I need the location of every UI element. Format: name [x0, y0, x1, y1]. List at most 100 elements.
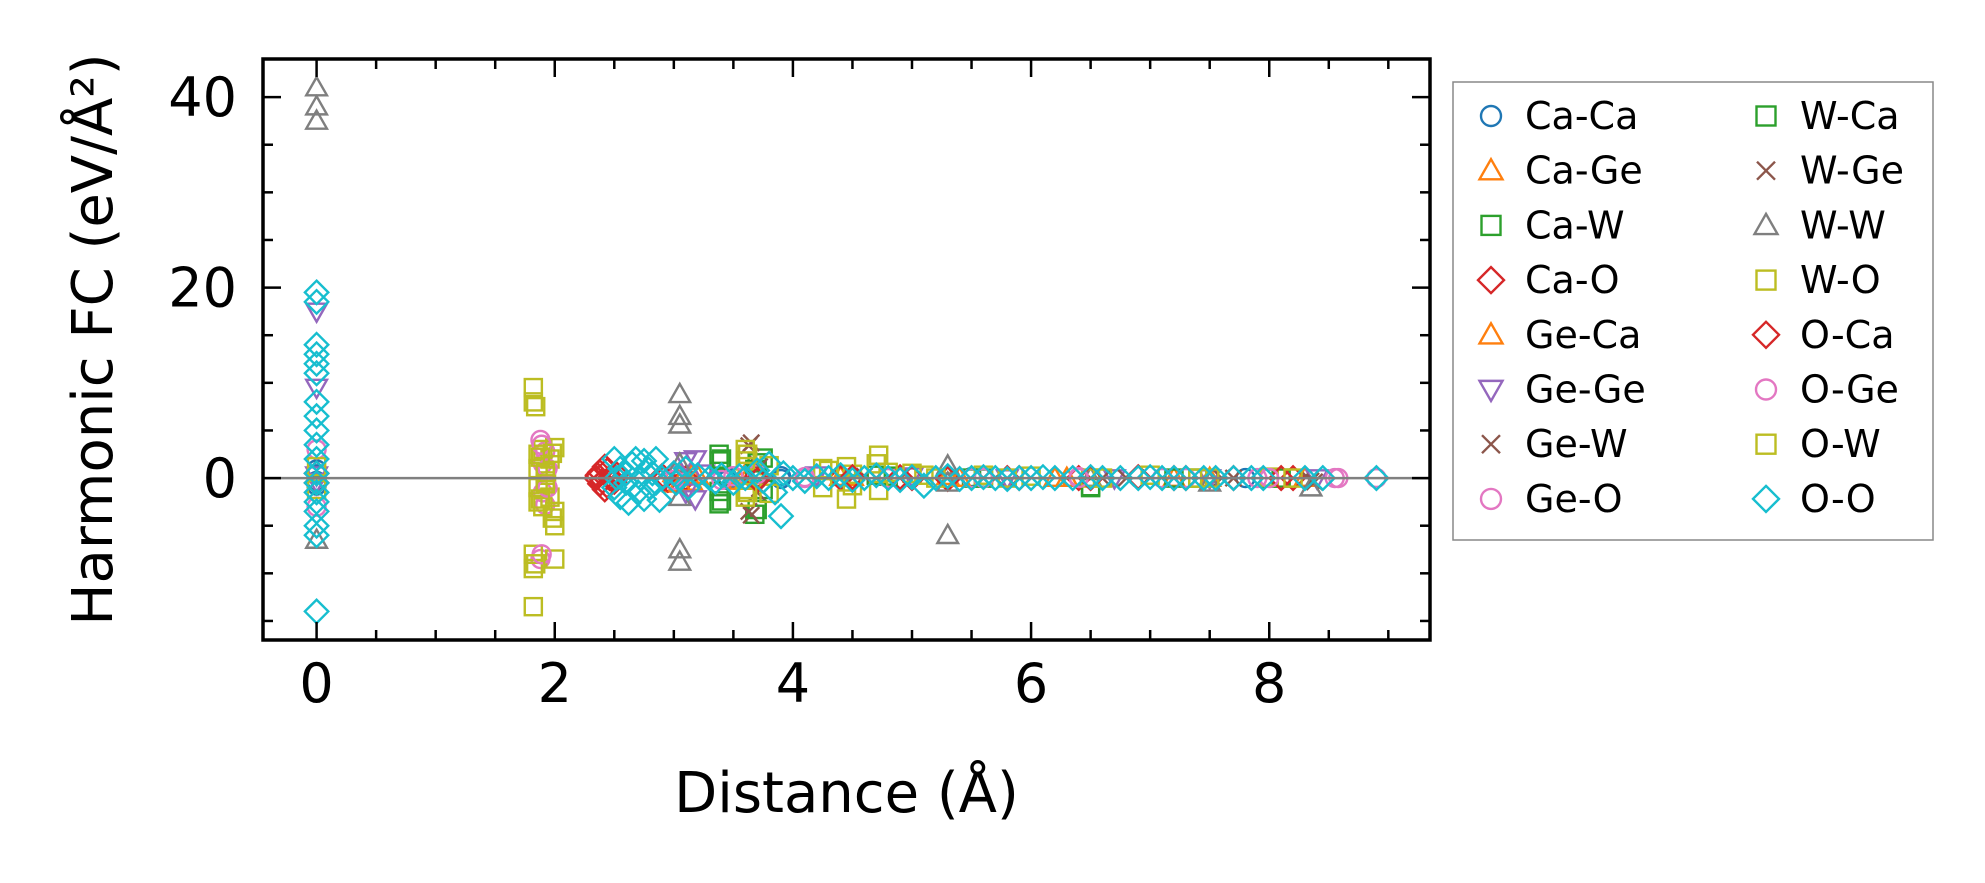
x-tick-label: 2: [538, 652, 572, 715]
legend-label: W-Ca: [1800, 94, 1900, 138]
data-point: [1220, 464, 1247, 492]
data-point: [910, 472, 938, 500]
data-point: [1077, 463, 1105, 491]
data-point: [947, 465, 973, 488]
data-point: [304, 93, 330, 116]
data-point: [525, 554, 546, 574]
legend-marker: [1755, 105, 1777, 127]
data-point: [1017, 464, 1045, 492]
legend-entry: Ge-W: [1481, 422, 1628, 466]
data-point: [304, 378, 330, 401]
data-point: [850, 464, 878, 492]
data-point: [709, 494, 729, 514]
legend-entry: Ca-O: [1476, 258, 1620, 302]
data-point: [667, 536, 693, 559]
data-point: [1136, 463, 1164, 491]
data-point: [1041, 464, 1069, 492]
legend-entry: W-W: [1752, 203, 1886, 247]
y-tick-label: 40: [168, 66, 237, 129]
legend-label: O-W: [1800, 422, 1881, 466]
legend-marker: [1476, 265, 1506, 295]
data-point: [303, 402, 330, 430]
data-point: [839, 463, 866, 491]
data-point: [735, 439, 756, 460]
data-point: [303, 521, 330, 549]
legend-marker: [1477, 320, 1505, 345]
data-point: [711, 449, 732, 469]
data-point: [836, 489, 857, 509]
data-point: [523, 596, 544, 617]
legend-frame: [1452, 81, 1934, 541]
data-point: [630, 447, 658, 475]
data-point: [946, 465, 974, 493]
data-point: [303, 331, 330, 359]
y-tick-label: 20: [168, 257, 237, 320]
data-point: [303, 478, 330, 506]
data-point: [667, 381, 693, 404]
legend-marker: [1755, 269, 1777, 291]
legend-entry: Ca-Ca: [1479, 94, 1638, 138]
data-point: [530, 447, 551, 467]
legend-label: Ca-O: [1525, 258, 1620, 302]
data-point: [886, 466, 914, 494]
legend-label: Ge-Ca: [1525, 313, 1641, 357]
data-point: [711, 491, 732, 511]
data-point: [303, 278, 330, 306]
legend-marker: [1479, 487, 1503, 511]
data-point: [767, 502, 795, 530]
data-point: [1190, 464, 1218, 492]
data-point: [303, 359, 330, 387]
legend-entry: O-W: [1755, 422, 1881, 466]
x-axis-label: Distance (Å): [674, 760, 1019, 826]
markers-layer: [303, 74, 1390, 625]
series-ge-o: [306, 429, 1387, 570]
legend-marker: [1754, 378, 1778, 401]
x-tick-label: 8: [1252, 652, 1286, 715]
legend-marker: [1477, 156, 1505, 181]
legend-entry: Ca-Ge: [1477, 149, 1643, 193]
data-point: [993, 465, 1021, 493]
legend-label: W-O: [1800, 258, 1881, 302]
data-point: [1249, 464, 1277, 492]
data-point: [545, 501, 565, 522]
legend-label: Ge-Ge: [1525, 368, 1646, 412]
data-point: [1029, 463, 1057, 491]
legend-entry: O-Ca: [1751, 313, 1895, 357]
data-point: [737, 482, 758, 503]
data-point: [1124, 464, 1152, 492]
data-point: [304, 108, 330, 130]
data-point: [866, 465, 887, 485]
legend-label: O-Ge: [1800, 368, 1899, 412]
data-point: [898, 463, 926, 491]
data-point: [815, 464, 843, 492]
data-point: [303, 598, 330, 625]
data-point: [646, 486, 673, 514]
data-point: [303, 417, 330, 444]
data-point: [1202, 464, 1230, 492]
data-point: [737, 444, 758, 465]
legend-label: Ca-Ca: [1525, 94, 1638, 138]
data-point: [1291, 464, 1319, 492]
data-point: [667, 549, 693, 571]
data-point: [935, 522, 961, 545]
data-point: [667, 403, 693, 426]
data-point: [303, 350, 330, 378]
data-point: [1089, 464, 1116, 492]
data-point: [696, 464, 723, 492]
data-point: [759, 483, 779, 504]
legend-marker: [1752, 211, 1780, 236]
legend-marker: [1479, 104, 1503, 128]
data-point: [731, 464, 759, 492]
legend-entry: Ca-W: [1480, 203, 1625, 247]
x-tick-label: 0: [299, 652, 333, 715]
data-point: [542, 443, 563, 464]
legend-marker: [1751, 484, 1781, 514]
data-point: [1042, 465, 1068, 488]
data-point: [303, 459, 330, 487]
data-point: [542, 508, 563, 528]
legend-marker: [1480, 214, 1502, 237]
legend-entry: Ge-Ge: [1477, 368, 1646, 412]
legend-entry: W-O: [1755, 258, 1881, 302]
legend-entry: Ge-Ca: [1477, 313, 1641, 357]
